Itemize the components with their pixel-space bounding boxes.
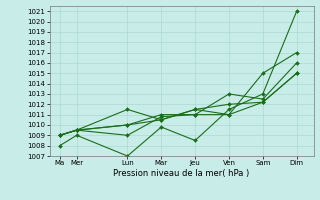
- X-axis label: Pression niveau de la mer( hPa ): Pression niveau de la mer( hPa ): [114, 169, 250, 178]
